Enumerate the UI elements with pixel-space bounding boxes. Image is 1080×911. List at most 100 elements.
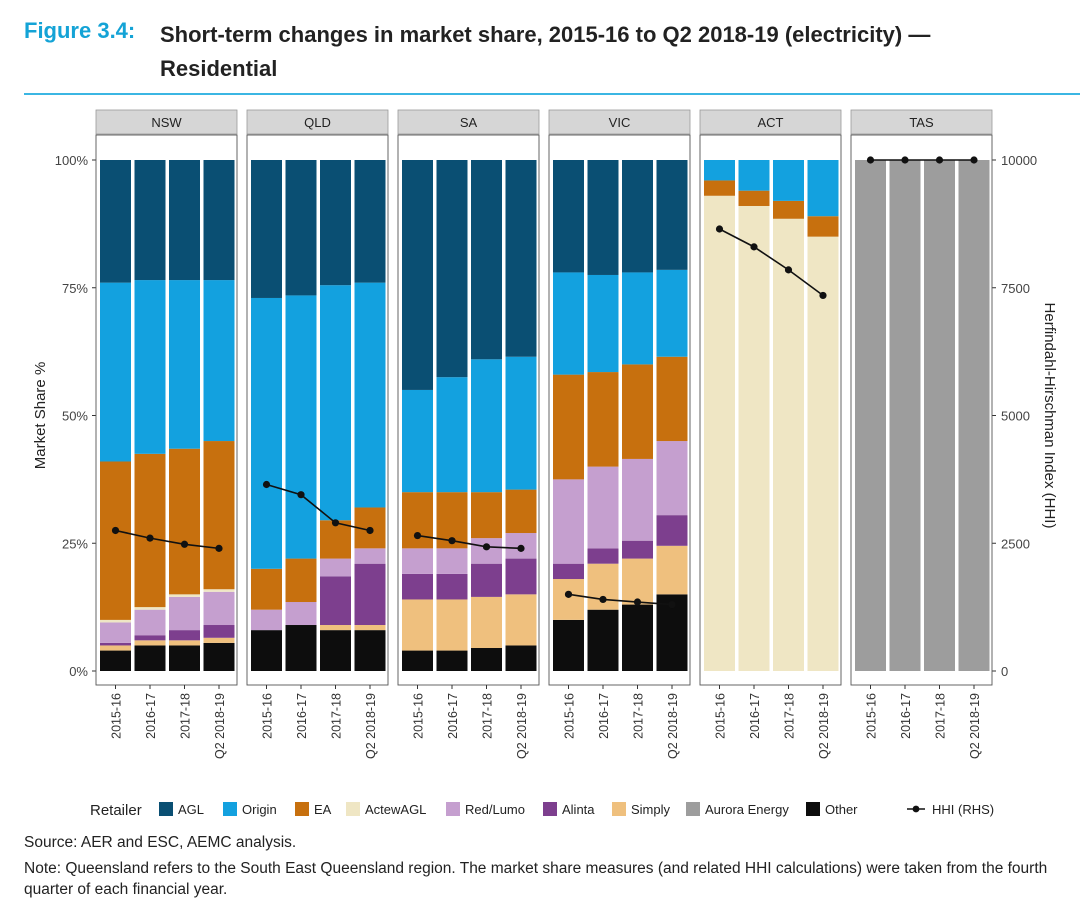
bar-segment-act-origin-2 xyxy=(773,160,804,201)
bar-segment-qld-ea-1 xyxy=(285,558,317,603)
legend-label-hhi: HHI (RHS) xyxy=(932,802,994,817)
bar-segment-nsw-agl-2 xyxy=(169,160,200,281)
bar-segment-act-ea-2 xyxy=(773,200,804,219)
hhi-point-vic-2 xyxy=(633,598,642,606)
bar-segment-vic-agl-3 xyxy=(656,160,688,270)
bar-segment-nsw-actewagl-2 xyxy=(169,594,200,597)
facet-label-tas: TAS xyxy=(909,115,934,130)
hhi-line-vic xyxy=(568,593,673,606)
hhi-point-qld-1 xyxy=(297,491,305,499)
legend-swatch-ea xyxy=(295,802,309,816)
bar-segment-sa-origin-3 xyxy=(505,356,537,490)
bar-segment-nsw-red-lumo-3 xyxy=(203,591,235,626)
bar-segment-qld-origin-2 xyxy=(320,285,351,521)
bar-segment-sa-red-lumo-1 xyxy=(436,548,468,574)
facet-strip-sa xyxy=(397,109,540,135)
bar-segment-nsw-agl-1 xyxy=(134,160,166,281)
hhi-line-act xyxy=(719,228,824,297)
facet-label-act: ACT xyxy=(758,115,784,130)
bar-segment-qld-red-lumo-2 xyxy=(320,558,351,577)
bar-segment-sa-other-1 xyxy=(436,650,468,671)
legend-swatch-other xyxy=(806,802,820,816)
hhi-point-qld-0 xyxy=(262,480,271,489)
hhi-point-vic-3 xyxy=(668,600,676,609)
hhi-point-act-0 xyxy=(715,225,724,233)
bar-segment-vic-simply-2 xyxy=(622,558,653,605)
legend-label-simply: Simply xyxy=(631,802,671,817)
hhi-point-vic-1 xyxy=(599,595,607,604)
bar-segment-qld-alinta-3 xyxy=(354,563,386,626)
bar-segment-nsw-origin-0 xyxy=(100,282,131,462)
bar-segment-qld-simply-3 xyxy=(354,625,386,631)
y2-axis-tick-label: 5000 xyxy=(1001,409,1030,424)
bar-segment-vic-other-2 xyxy=(622,604,653,671)
y2-axis-tick-label: 7500 xyxy=(1001,281,1030,296)
bar-segment-sa-ea-3 xyxy=(505,489,537,534)
bar-segment-vic-red-lumo-2 xyxy=(622,458,653,541)
legend-swatch-origin xyxy=(223,802,237,816)
bar-segment-vic-alinta-1 xyxy=(587,548,619,564)
bar-segment-vic-other-0 xyxy=(553,619,584,671)
hhi-point-tas-0 xyxy=(866,156,875,164)
bar-segment-qld-red-lumo-1 xyxy=(285,602,317,626)
bar-segment-act-actewagl-2 xyxy=(773,218,804,671)
hhi-point-qld-3 xyxy=(366,526,374,535)
bar-segment-vic-alinta-3 xyxy=(656,515,688,546)
bar-segment-sa-simply-1 xyxy=(436,599,468,651)
bar-segment-nsw-actewagl-1 xyxy=(134,607,166,610)
y-axis-tick-label: 50% xyxy=(62,409,88,424)
legend-label-ea: EA xyxy=(314,802,332,817)
bar-segment-nsw-agl-0 xyxy=(100,160,131,283)
hhi-line-nsw xyxy=(115,529,220,550)
hhi-point-vic-0 xyxy=(564,590,573,598)
bar-segment-vic-origin-1 xyxy=(587,274,619,373)
legend-swatch-alinta xyxy=(543,802,557,816)
x-axis-tick-label: 2017-18 xyxy=(934,693,948,739)
legend-title: Retailer xyxy=(90,802,142,819)
x-axis-tick-label: 2015-16 xyxy=(865,693,879,739)
figure-number-text: Figure 3.4: xyxy=(24,18,136,43)
bar-segment-nsw-alinta-3 xyxy=(203,625,235,638)
x-axis-tick-label: Q2 2018-19 xyxy=(213,693,227,759)
facet-label-sa: SA xyxy=(460,115,478,130)
bar-segment-vic-agl-0 xyxy=(553,160,584,273)
facet-label-vic: VIC xyxy=(609,115,631,130)
footnote-label: Note: xyxy=(24,860,66,877)
x-axis-tick-label: 2016-17 xyxy=(295,693,309,739)
legend-swatch-simply xyxy=(612,802,626,816)
hhi-line-sa xyxy=(417,534,522,550)
bar-segment-act-ea-1 xyxy=(738,190,770,206)
bar-segment-qld-ea-0 xyxy=(251,568,282,610)
bar-segment-vic-origin-2 xyxy=(622,272,653,365)
bar-segment-qld-agl-0 xyxy=(251,160,282,298)
bar-segment-sa-ea-0 xyxy=(402,492,433,549)
bar-segment-qld-red-lumo-0 xyxy=(251,609,282,631)
bar-segment-nsw-ea-0 xyxy=(100,461,131,620)
hhi-point-nsw-2 xyxy=(180,540,189,548)
bar-segment-nsw-origin-3 xyxy=(203,280,235,442)
bar-segment-sa-other-0 xyxy=(402,650,433,671)
x-axis-tick-label: 2015-16 xyxy=(110,693,124,739)
bar-segment-vic-agl-1 xyxy=(587,160,619,275)
x-axis-tick-label: 2016-17 xyxy=(899,693,913,739)
x-axis-tick-label: 2016-17 xyxy=(748,693,762,739)
chart-title: Short-term changes in market share, 2015… xyxy=(160,22,931,81)
source-note: Source: AER and ESC, AEMC analysis. xyxy=(24,834,297,851)
bar-segment-nsw-alinta-1 xyxy=(134,635,166,641)
bar-segment-act-origin-0 xyxy=(704,160,735,181)
bar-segment-qld-origin-3 xyxy=(354,282,386,508)
facet-strip-act xyxy=(699,109,842,135)
bar-segment-nsw-ea-1 xyxy=(134,453,166,608)
bar-segment-qld-alinta-2 xyxy=(320,576,351,626)
facet-strip-vic xyxy=(548,109,691,135)
y2-axis-label: Herfindahl-Hirschman Index (HHI) xyxy=(1041,303,1058,529)
bar-segment-nsw-origin-1 xyxy=(134,280,166,454)
x-axis-tick-label: 2015-16 xyxy=(412,693,426,739)
bar-segment-qld-other-2 xyxy=(320,630,351,671)
y2-axis-tick-label: 10000 xyxy=(1001,153,1037,168)
bar-segment-nsw-other-2 xyxy=(169,645,200,671)
y2-axis-tick-label: 0 xyxy=(1001,664,1008,679)
bar-segment-qld-origin-0 xyxy=(251,297,282,569)
bar-segment-nsw-other-1 xyxy=(134,645,166,671)
bar-segment-nsw-ea-2 xyxy=(169,448,200,595)
